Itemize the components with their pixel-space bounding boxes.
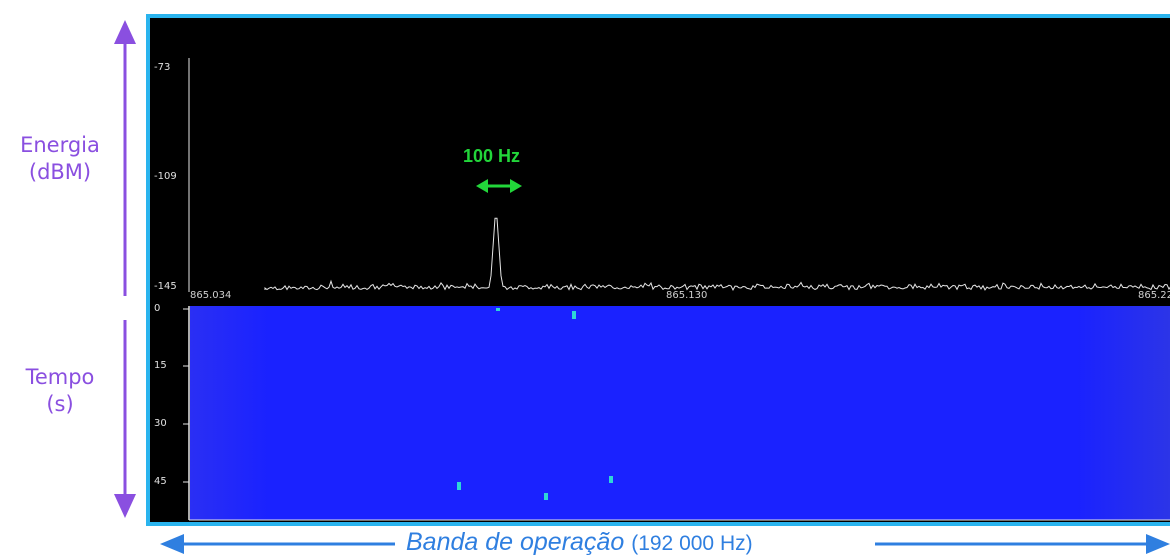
bandwidth-arrow xyxy=(476,179,522,193)
band-label: Banda de operação (192 000 Hz) xyxy=(406,528,753,557)
time-tick-0: 0 xyxy=(154,303,161,314)
vertical-arrows xyxy=(114,20,136,518)
waterfall-field xyxy=(190,306,1170,520)
waterfall-signal-dot xyxy=(496,308,500,311)
waterfall-plot xyxy=(183,306,1170,521)
analyzer-frame: -73 -109 -145 865.034 865.130 865.22 100… xyxy=(146,14,1170,526)
spectrum-panel: -73 -109 -145 865.034 865.130 865.22 100… xyxy=(150,18,1170,304)
time-label-line1: Tempo xyxy=(25,365,95,389)
time-tick-45: 45 xyxy=(154,476,167,487)
spectrum-trace xyxy=(264,217,1170,291)
time-label: Tempo (s) xyxy=(6,364,114,418)
time-tick-15: 15 xyxy=(154,360,167,371)
band-arrow-left-head xyxy=(160,534,184,554)
waterfall-signal-dot xyxy=(609,476,613,483)
time-tick-30: 30 xyxy=(154,418,167,429)
freq-tick-center: 865.130 xyxy=(666,290,708,301)
energy-label: Energia (dBM) xyxy=(6,132,114,186)
time-label-line2: (s) xyxy=(46,392,74,416)
time-arrow-head xyxy=(114,494,136,518)
freq-tick-start: 865.034 xyxy=(190,290,232,301)
bandwidth-label: 100 Hz xyxy=(463,146,521,166)
waterfall-signal-dot xyxy=(544,493,548,500)
band-arrow-right-head xyxy=(1146,534,1170,554)
waterfall-signal-dot xyxy=(457,482,461,490)
spectrum-y-tick-bottom: -145 xyxy=(154,281,177,292)
spectrum-plot xyxy=(188,58,1170,292)
spectrum-y-tick-top: -73 xyxy=(154,62,171,73)
waterfall-panel: 0 15 30 45 xyxy=(150,303,1170,522)
spectrum-y-tick-mid: -109 xyxy=(154,171,177,182)
waterfall-signal-dot xyxy=(572,311,576,319)
energy-arrow-head xyxy=(114,20,136,44)
freq-tick-end: 865.22 xyxy=(1138,290,1170,301)
band-label-detail: (192 000 Hz) xyxy=(631,532,753,555)
band-label-main: Banda de operação xyxy=(406,528,625,556)
band-arrow xyxy=(160,534,1170,554)
energy-label-line1: Energia xyxy=(20,133,100,157)
energy-label-line2: (dBM) xyxy=(28,160,92,184)
